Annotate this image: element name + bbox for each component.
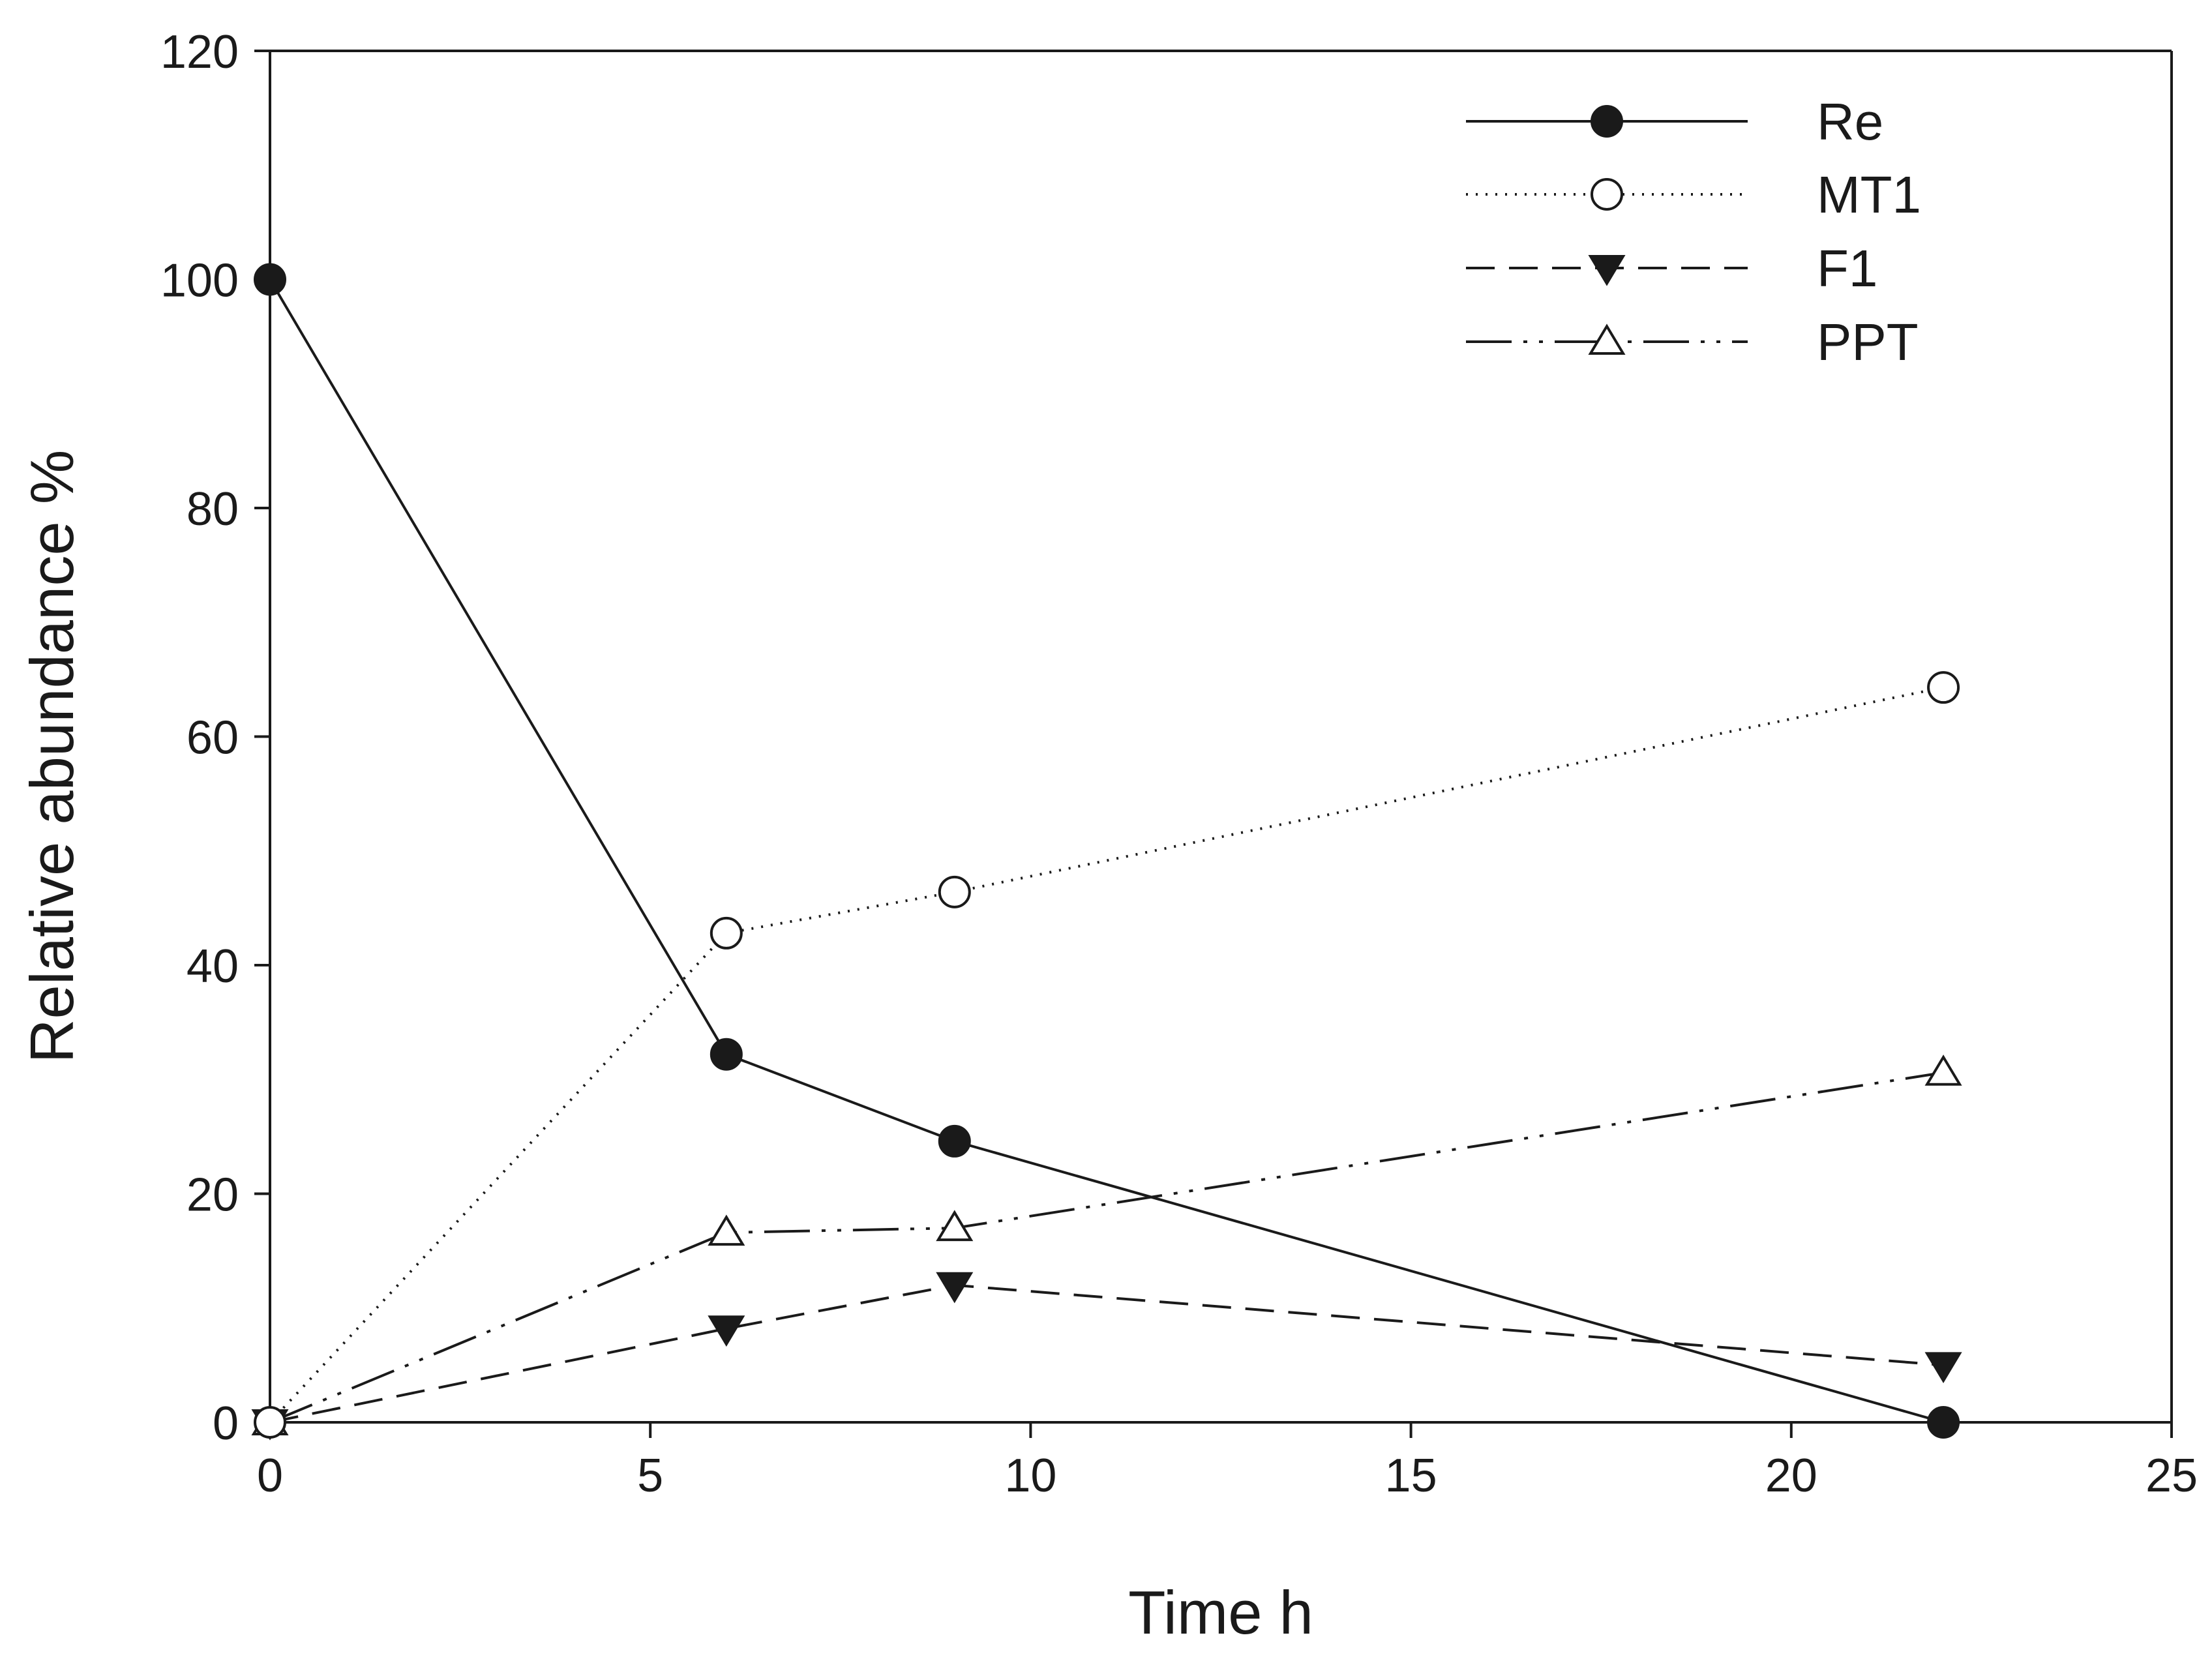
y-tick-label: 100 [160,255,239,307]
y-tick-label: 40 [187,940,239,993]
data-point-mt1 [254,1406,286,1439]
data-point-ppt [936,1210,974,1242]
legend-marker [1591,105,1623,138]
data-point-re [254,263,286,296]
series-line-mt1 [269,686,1944,1424]
legend-label: MT1 [1817,166,1921,224]
series-line-ppt [269,1071,1944,1424]
legend-item-ppt: PPT [1466,313,1919,371]
y-tick-label: 80 [187,483,239,535]
data-point-re [938,1124,971,1158]
x-tick-label: 25 [2145,1450,2198,1502]
y-tick-label: 20 [187,1169,239,1221]
y-ticks: 0 20 40 60 80 100 120 [160,26,270,1450]
legend-item-re: Re [1466,93,1883,151]
data-point-f1 [708,1315,745,1347]
series-lines [269,278,1944,1424]
series-markers [251,263,1962,1441]
data-point-re [710,1038,743,1071]
series-line-re [269,278,1944,1424]
legend-marker [1588,255,1626,286]
data-point-ppt [1924,1055,1962,1086]
x-axis-title: Time h [1128,1578,1313,1647]
x-tick-label: 5 [637,1450,663,1502]
y-tick-label: 60 [187,712,239,764]
data-point-mt1 [710,916,743,950]
series-line-f1 [269,1283,1944,1424]
legend-label: PPT [1817,313,1919,371]
legend-marker [1588,323,1626,355]
legend: Re MT1 F1 PPT [1466,93,1921,371]
y-tick-label: 0 [213,1398,239,1450]
legend-label: Re [1817,93,1883,151]
y-axis-title: Relative abundance % [18,450,86,1064]
x-tick-label: 0 [257,1450,283,1502]
data-point-ppt [708,1214,745,1246]
x-tick-label: 20 [1765,1450,1817,1502]
data-point-mt1 [938,875,971,908]
data-point-mt1 [1927,671,1960,704]
data-point-f1 [936,1272,974,1304]
data-point-f1 [1924,1352,1962,1384]
legend-item-f1: F1 [1466,239,1877,297]
legend-item-mt1: MT1 [1466,166,1921,224]
data-point-re [1927,1406,1960,1439]
x-ticks: 0 5 10 15 20 25 [257,1422,2198,1502]
legend-marker [1591,178,1623,211]
x-tick-label: 15 [1385,1450,1437,1502]
x-tick-label: 10 [1004,1450,1056,1502]
y-tick-label: 120 [160,26,239,78]
legend-label: F1 [1817,239,1877,297]
